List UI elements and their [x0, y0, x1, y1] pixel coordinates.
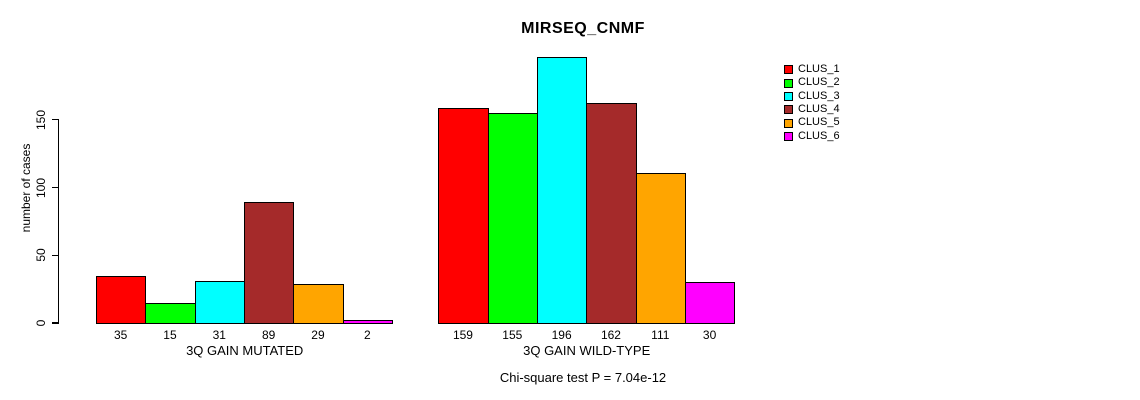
bar-clus_6-group2 — [684, 282, 736, 324]
bar-value-label: 155 — [502, 328, 523, 342]
bar-clus_5-group1 — [293, 283, 344, 324]
legend-swatch-clus_6 — [784, 132, 793, 142]
bar-clus_3-group1 — [194, 280, 245, 324]
group-label-wild-type: 3Q GAIN WILD-TYPE — [523, 343, 651, 358]
y-tick-label: 50 — [34, 248, 48, 262]
legend-label-clus_4: CLUS_4 — [798, 102, 840, 115]
y-tick-label: 0 — [34, 319, 48, 327]
bar-value-label: 196 — [551, 328, 572, 342]
y-tick-mark — [52, 186, 59, 189]
group-label-mutated: 3Q GAIN MUTATED — [186, 343, 304, 358]
bar-clus_4-group1 — [243, 202, 295, 324]
bar-clus_5-group2 — [635, 172, 686, 324]
bar-value-label: 159 — [452, 328, 473, 342]
bar-value-label: 162 — [600, 328, 621, 342]
bar-clus_6-group1 — [342, 320, 393, 324]
bar-value-label: 31 — [212, 328, 226, 342]
legend-label-clus_3: CLUS_3 — [798, 89, 840, 102]
bar-clus_2-group1 — [145, 302, 196, 324]
bar-clus_3-group2 — [536, 57, 588, 324]
bar-value-label: 89 — [261, 328, 276, 342]
y-tick-mark — [52, 119, 59, 121]
bar-value-label: 2 — [363, 328, 371, 342]
legend-label-clus_6: CLUS_6 — [798, 129, 840, 142]
legend-label-clus_1: CLUS_1 — [798, 62, 840, 75]
legend-swatch-clus_4 — [784, 105, 793, 115]
bar-clus_1-group2 — [438, 107, 489, 324]
bar-clus_2-group2 — [487, 112, 538, 324]
bar-value-label: 111 — [651, 328, 670, 342]
bar-value-label: 30 — [702, 328, 717, 342]
legend-swatch-clus_2 — [784, 78, 793, 88]
y-tick-mark — [52, 254, 59, 256]
legend-swatch-clus_3 — [784, 92, 793, 101]
legend-label-clus_2: CLUS_2 — [798, 76, 840, 89]
y-tick-label: 100 — [34, 177, 48, 198]
legend-swatch-clus_5 — [784, 118, 793, 128]
bar-value-label: 29 — [311, 328, 325, 342]
legend-label-clus_5: CLUS_5 — [798, 116, 840, 129]
y-tick-label: 150 — [34, 109, 48, 130]
y-tick-mark — [52, 322, 59, 324]
bar-clus_1-group1 — [96, 275, 147, 324]
chi-square-annotation: Chi-square test P = 7.04e-12 — [499, 370, 667, 385]
legend-swatch-clus_1 — [784, 65, 793, 75]
bar-value-label: 35 — [113, 328, 128, 342]
chart-title: MIRSEQ_CNMF — [521, 20, 645, 37]
y-axis-title: number of cases — [19, 143, 33, 233]
bar-clus_4-group2 — [586, 103, 637, 324]
y-axis-line — [58, 119, 60, 323]
bar-value-label: 15 — [163, 328, 177, 342]
